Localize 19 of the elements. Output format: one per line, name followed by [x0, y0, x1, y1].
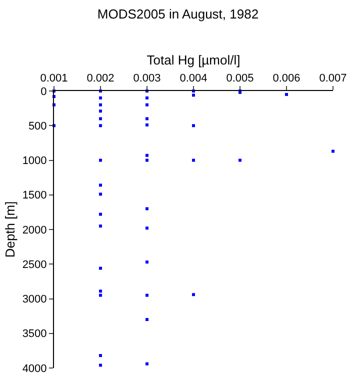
y-tick-label: 3000 [22, 294, 47, 306]
y-tick-label: 2500 [22, 258, 47, 271]
y-tick-label: 2000 [22, 224, 47, 236]
y-tick-label: 1000 [22, 155, 47, 168]
x-axis-title: Total Hg [µmol/l] [146, 52, 240, 68]
x-tick-label: 0.007 [319, 72, 347, 85]
x-tick-label: 0.005 [226, 72, 254, 85]
chart-title: MODS2005 in August, 1982 [97, 6, 259, 22]
x-tick-label: 0.003 [133, 72, 161, 85]
y-tick-label: 0 [40, 86, 47, 98]
x-tick-label: 0.002 [86, 72, 114, 85]
y-tick-label: 1500 [22, 190, 47, 202]
x-tick-label: 0.001 [40, 72, 68, 85]
x-tick-label: 0.004 [180, 72, 208, 85]
y-tick-label: 500 [28, 120, 47, 132]
y-axis-title: Depth [m] [2, 201, 18, 258]
y-tick-label: 3500 [22, 328, 47, 340]
y-tick-label: 4000 [22, 362, 47, 375]
x-tick-label: 0.006 [272, 72, 300, 85]
